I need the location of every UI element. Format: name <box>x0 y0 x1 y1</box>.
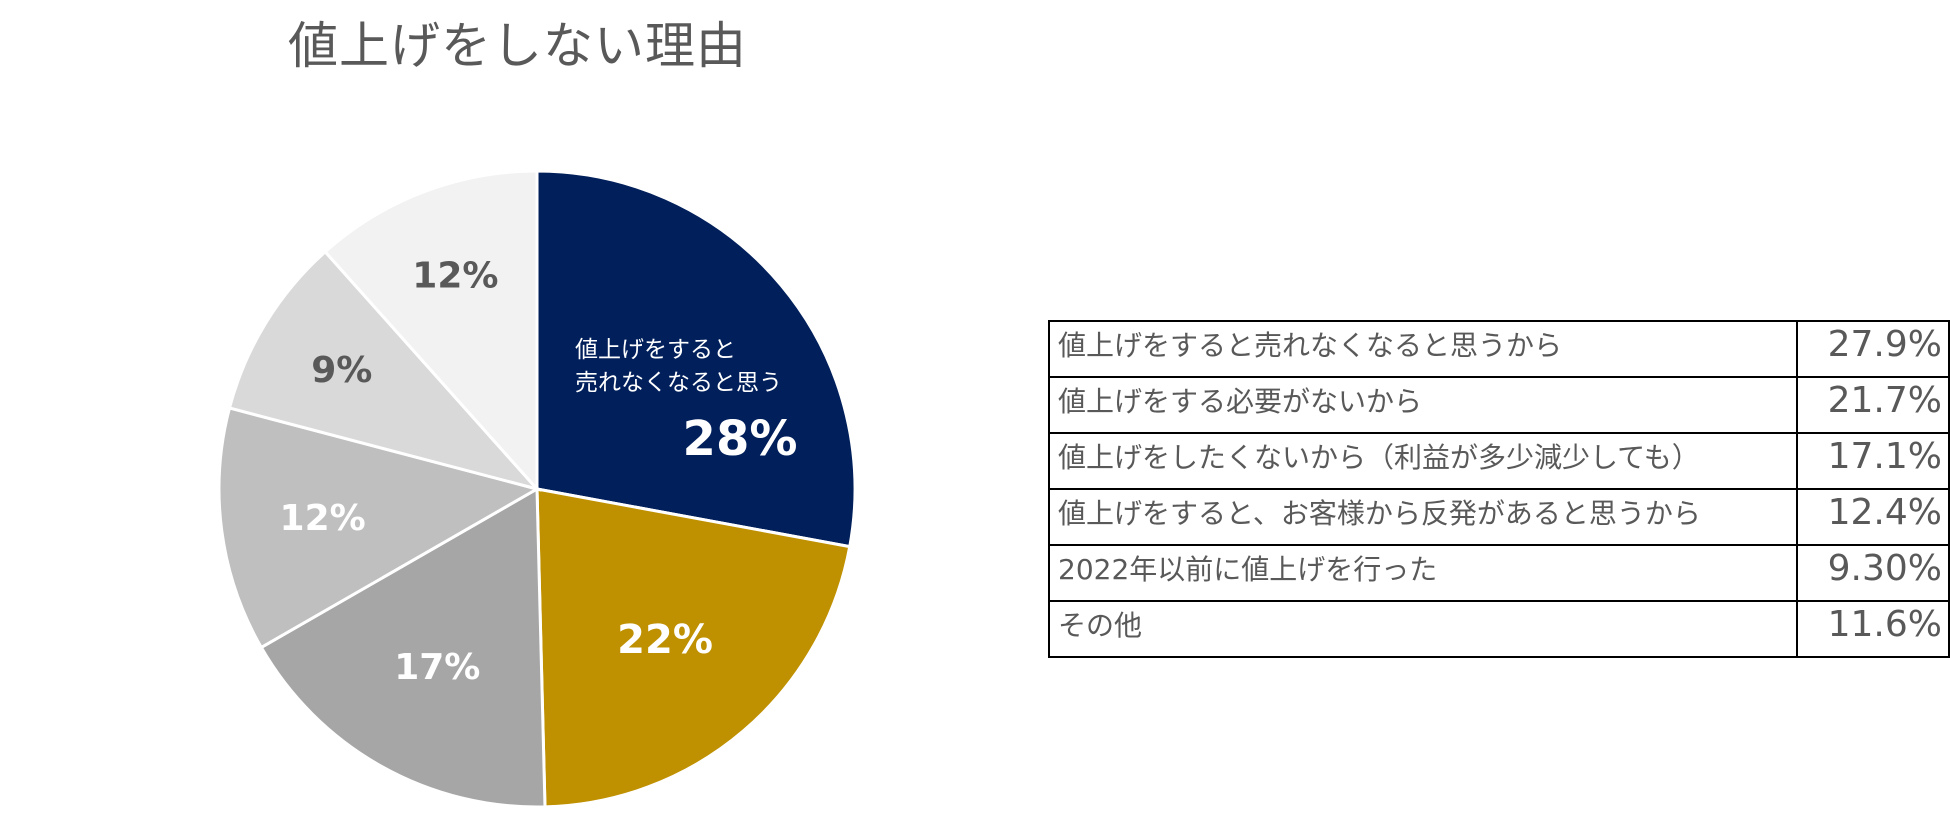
table-row-value: 21.7% <box>1796 376 1950 434</box>
table-row: 2022年以前に値上げを行った 9.30% <box>1047 544 1950 602</box>
pie-slice-data-label: 17% <box>394 647 480 688</box>
table-row-label: 値上げをすると売れなくなると思うから <box>1047 320 1799 378</box>
table-row-label: 値上げをする必要がないから <box>1047 376 1799 434</box>
table-row: 値上げをする必要がないから 21.7% <box>1047 376 1950 434</box>
table-row: その他 11.6% <box>1047 600 1950 658</box>
table-row: 値上げをしたくないから（利益が多少減少しても） 17.1% <box>1047 432 1950 490</box>
pie-slice <box>259 486 547 809</box>
pie-slice <box>217 406 541 650</box>
table-row-value: 17.1% <box>1796 432 1950 490</box>
table-row-value: 12.4% <box>1796 488 1950 546</box>
table-row: 値上げをすると売れなくなると思うから 27.9% <box>1047 320 1950 378</box>
chart-title: 値上げをしない理由 <box>288 17 747 75</box>
pie-slice-data-label: 12% <box>280 498 366 539</box>
pie-slice-data-label: 28% <box>683 411 798 467</box>
table-row-label: その他 <box>1047 600 1799 658</box>
table-row-label: 値上げをしたくないから（利益が多少減少しても） <box>1047 432 1799 490</box>
reason-table: 値上げをすると売れなくなると思うから 27.9% 値上げをする必要がないから 2… <box>1047 320 1950 658</box>
table-row-label: 2022年以前に値上げを行った <box>1047 544 1799 602</box>
pie-slice <box>323 169 539 493</box>
table-row-value: 27.9% <box>1796 320 1950 378</box>
table-row: 値上げをすると、お客様から反発があると思うから 12.4% <box>1047 488 1950 546</box>
table-row-label: 値上げをすると、お客様から反発があると思うから <box>1047 488 1799 546</box>
pie-slice <box>535 169 857 549</box>
pie-slice-data-label: 9% <box>311 350 372 391</box>
pie-slice <box>535 487 852 809</box>
pie-slice-category-label: 売れなくなると思う <box>575 370 782 396</box>
pie-slice-data-label: 12% <box>412 256 498 297</box>
table-row-value: 9.30% <box>1796 544 1950 602</box>
table-row-value: 11.6% <box>1796 600 1950 658</box>
pie-chart: 値上げをすると売れなくなると思う 28% 22% 17% 12% 9% 12% <box>217 169 857 809</box>
pie-slice <box>227 249 542 492</box>
pie-slice-data-label: 22% <box>617 617 713 663</box>
pie-slice-category-label: 値上げをすると <box>575 337 736 363</box>
